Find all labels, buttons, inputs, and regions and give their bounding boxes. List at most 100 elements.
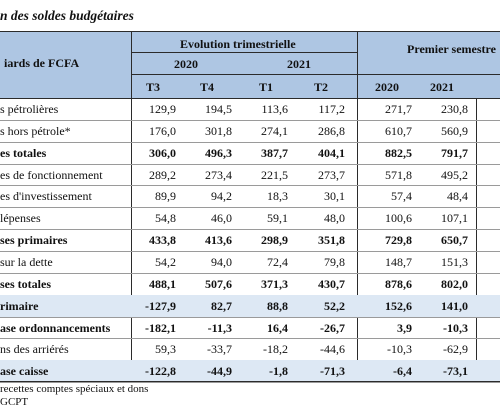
- table-cell: 286,8: [318, 123, 345, 138]
- row-label: rimaire: [0, 298, 39, 313]
- table-cell: -26,7: [320, 320, 345, 335]
- row-label: lépenses: [0, 211, 41, 226]
- table-cell: -73,1: [443, 364, 468, 379]
- table-row: es d'investissement 89,9 94,2 18,3 30,1 57,4 4…: [0, 185, 500, 207]
- table-cell: 88,8: [267, 298, 288, 313]
- table-cell: -10,3: [443, 320, 468, 335]
- row-label: ses totales: [0, 276, 51, 291]
- table-cell: -44,9: [207, 364, 232, 379]
- row-label: s pétrolières: [0, 102, 59, 116]
- row-label: ase caisse: [0, 364, 49, 379]
- table-row: ns des arriérés 59,3 -33,7 -18,2 -44,6 -10,3 -…: [0, 338, 500, 360]
- table-cell: 100,6: [385, 211, 412, 226]
- table-cell: 610,7: [385, 123, 412, 138]
- table-cell: -6,4: [393, 364, 412, 379]
- table-cell: -18,2: [263, 342, 288, 357]
- table-cell: -127,9: [145, 298, 176, 313]
- table-cell: -122,8: [145, 364, 176, 379]
- table-cell: 495,2: [441, 167, 468, 182]
- table-cell: 94,0: [211, 254, 232, 269]
- table-row: s pétrolières 129,9 194,5 113,6 117,2 271,7 23…: [0, 98, 500, 120]
- table-cell: 430,7: [318, 276, 345, 291]
- table-cell: -1,8: [269, 364, 288, 379]
- table-cell: 48,0: [324, 211, 345, 226]
- table-cell: 301,8: [205, 123, 232, 138]
- table-row: ase ordonnancements -182,1 -11,3 16,4 -26,7 3…: [0, 317, 500, 339]
- table-cell: 351,8: [318, 233, 345, 248]
- table-cell: 48,4: [447, 189, 468, 204]
- table-cell: 46,0: [211, 211, 232, 226]
- table-row: ses primaires 433,8 413,6 298,9 351,8 729,8 65…: [0, 229, 500, 251]
- table-cell: 94,2: [211, 189, 232, 204]
- row-label: es d'investissement: [0, 189, 92, 204]
- table-cell: 273,4: [205, 167, 232, 182]
- table-cell: 54,8: [155, 211, 176, 226]
- table-cell: 151,3: [441, 254, 468, 269]
- table-cell: 57,4: [391, 189, 412, 204]
- budget-balance-table: iards de FCFA Evolution trimestrielle Pr…: [0, 31, 500, 384]
- table-cell: 113,6: [261, 102, 288, 116]
- table-cell: 560,9: [441, 123, 468, 138]
- table-cell: 274,1: [261, 123, 288, 138]
- table-cell: 221,5: [261, 167, 288, 182]
- table-cell: 72,4: [267, 254, 288, 269]
- row-label: es de fonctionnement: [0, 167, 103, 182]
- table-cell: 107,1: [441, 211, 468, 226]
- row-label: sur la dette: [0, 254, 53, 269]
- header-group-semester: Premier semestre: [407, 42, 496, 56]
- table-cell: -10,3: [387, 342, 412, 357]
- table-cell: 129,9: [149, 102, 176, 116]
- table-cell: 306,0: [149, 145, 176, 160]
- table-cell: 148,7: [385, 254, 412, 269]
- table-cell: 413,6: [205, 233, 232, 248]
- table-cell: 488,1: [149, 276, 176, 291]
- table-cell: 18,3: [267, 189, 288, 204]
- table-title: n des soldes budgétaires: [0, 8, 134, 23]
- table-cell: -71,3: [320, 364, 345, 379]
- table-cell: 194,5: [205, 102, 232, 116]
- table-cell: 230,8: [441, 102, 468, 116]
- table-cell: 52,2: [324, 298, 345, 313]
- table-cell: 289,2: [149, 167, 176, 182]
- header-col-t4: T4: [200, 80, 215, 94]
- table-cell: 298,9: [261, 233, 288, 248]
- table-cell: 152,6: [385, 298, 412, 313]
- table-cell: 59,1: [267, 211, 288, 226]
- footnote: recettes comptes spéciaux et dons: [0, 383, 149, 395]
- row-label: ase ordonnancements: [0, 320, 111, 335]
- table-header: [0, 31, 500, 98]
- header-col-t2: T2: [314, 80, 329, 94]
- table-cell: 79,8: [324, 254, 345, 269]
- table-cell: -11,3: [207, 320, 232, 335]
- header-group-quarterly: Evolution trimestrielle: [180, 37, 296, 51]
- table-row: rimaire -127,9 82,7 88,8 52,2 152,6 141,0: [0, 294, 500, 317]
- table-cell: 141,0: [441, 298, 468, 313]
- header-row-label: iards de FCFA: [4, 56, 80, 70]
- table-cell: 878,6: [385, 276, 412, 291]
- header-col-t3: T3: [146, 80, 161, 94]
- table-row: ase caisse -122,8 -44,9 -1,8 -71,3 -6,4 -73,1: [0, 360, 500, 383]
- table-cell: 650,7: [441, 233, 468, 248]
- table-cell: 273,7: [318, 167, 345, 182]
- table-cell: 271,7: [385, 102, 412, 116]
- table-cell: 433,8: [149, 233, 176, 248]
- table-cell: 507,6: [205, 276, 232, 291]
- table-row: ses totales 488,1 507,6 371,3 430,7 878,6 802,…: [0, 273, 500, 295]
- table-cell: -182,1: [145, 320, 176, 335]
- table-cell: 791,7: [441, 145, 468, 160]
- header-col-2021: 2021: [430, 80, 454, 94]
- table-cell: 117,2: [318, 102, 345, 116]
- table-row: es de fonctionnement 289,2 273,4 221,5 273,7…: [0, 164, 500, 186]
- table-cell: 496,3: [205, 145, 232, 160]
- table-cell: -44,6: [320, 342, 345, 357]
- header-year-2021-quarterly: 2021: [287, 57, 311, 71]
- header-col-2020: 2020: [375, 80, 399, 94]
- table-cell: -33,7: [207, 342, 232, 357]
- row-label: es totales: [0, 145, 47, 160]
- table-row: s hors pétrole* 176,0 301,8 274,1 286,8 610,7…: [0, 120, 500, 142]
- table-cell: 371,3: [261, 276, 288, 291]
- table-cell: 404,1: [318, 145, 345, 160]
- table-cell: 571,8: [385, 167, 412, 182]
- row-label: ns des arriérés: [0, 342, 69, 357]
- row-label: s hors pétrole*: [0, 123, 71, 138]
